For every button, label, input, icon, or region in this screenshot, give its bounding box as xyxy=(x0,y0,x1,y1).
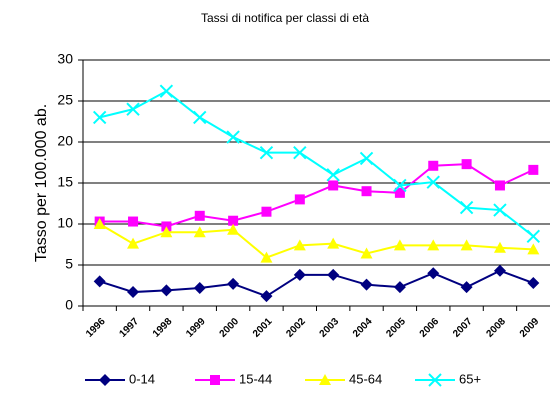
legend-label: 45-64 xyxy=(349,371,382,386)
y-tick-label: 25 xyxy=(57,92,73,108)
x-tick-label: 2008 xyxy=(484,316,508,340)
data-point xyxy=(193,281,206,294)
data-point xyxy=(227,223,240,235)
data-point xyxy=(327,268,340,281)
data-point xyxy=(261,206,272,217)
data-point xyxy=(427,239,440,251)
data-point xyxy=(127,286,140,299)
y-tick-label: 15 xyxy=(57,174,73,190)
data-point xyxy=(259,145,274,160)
data-point xyxy=(93,218,106,229)
y-tick-label: 20 xyxy=(57,133,73,149)
data-point xyxy=(493,203,507,217)
legend-label: 0-14 xyxy=(129,371,155,386)
data-point xyxy=(527,277,540,290)
data-point xyxy=(528,164,539,175)
data-point xyxy=(394,187,405,198)
data-point xyxy=(460,281,473,294)
data-point xyxy=(360,247,373,259)
data-point xyxy=(92,110,107,125)
x-tick-label: 1996 xyxy=(84,316,108,340)
data-point xyxy=(527,243,540,255)
chart-title: Tassi di notifica per classi di età xyxy=(201,11,369,25)
x-tick-label: 1997 xyxy=(118,316,142,340)
data-point xyxy=(461,159,472,170)
data-point xyxy=(159,84,174,98)
data-point xyxy=(459,200,474,215)
data-point xyxy=(160,284,173,297)
y-tick-label: 10 xyxy=(57,215,73,231)
data-point xyxy=(359,151,374,166)
data-point xyxy=(260,290,273,303)
data-point xyxy=(193,110,207,125)
x-tick-label: 1999 xyxy=(184,316,208,340)
data-point xyxy=(327,237,340,249)
x-tick-label: 2003 xyxy=(318,316,342,340)
x-tick-label: 2005 xyxy=(384,316,408,340)
data-point xyxy=(293,239,306,251)
data-point xyxy=(360,278,373,291)
data-point xyxy=(128,216,139,227)
legend-marker xyxy=(428,373,442,387)
data-point xyxy=(293,145,307,160)
x-tick-label: 2006 xyxy=(418,316,442,340)
x-tick-label: 2007 xyxy=(451,316,475,340)
legend-marker xyxy=(319,374,331,385)
data-point xyxy=(260,251,273,263)
series-line xyxy=(99,163,534,228)
data-point xyxy=(427,267,440,280)
data-point xyxy=(493,264,506,277)
data-point xyxy=(494,180,505,191)
data-point xyxy=(228,215,239,226)
x-tick-label: 2002 xyxy=(284,316,308,340)
y-tick-label: 5 xyxy=(65,256,73,272)
data-point xyxy=(328,180,339,191)
data-point xyxy=(294,194,305,205)
y-tick-label: 0 xyxy=(65,297,73,313)
data-point xyxy=(127,237,140,249)
data-point xyxy=(160,226,173,238)
series-line xyxy=(99,223,534,259)
data-point xyxy=(194,210,205,221)
data-point xyxy=(293,268,306,281)
data-point xyxy=(226,130,240,144)
data-point xyxy=(393,239,406,251)
data-point xyxy=(460,239,473,251)
data-point xyxy=(361,186,372,197)
data-point xyxy=(493,241,506,253)
x-tick-label: 1998 xyxy=(151,316,175,340)
legend-label: 65+ xyxy=(459,371,481,386)
data-point xyxy=(428,160,439,171)
data-point xyxy=(126,102,140,116)
y-axis-label: Tasso per 100.000 ab. xyxy=(33,104,50,262)
data-point xyxy=(526,229,541,244)
data-point xyxy=(393,281,406,294)
legend-marker xyxy=(99,374,111,386)
data-point xyxy=(426,175,440,189)
data-point xyxy=(393,178,407,193)
x-tick-label: 2004 xyxy=(351,316,375,340)
legend-marker xyxy=(210,375,220,385)
x-tick-label: 2000 xyxy=(218,316,242,340)
data-point xyxy=(326,168,340,182)
x-tick-label: 2001 xyxy=(251,316,275,340)
y-tick-label: 30 xyxy=(57,51,73,67)
data-point xyxy=(193,226,206,238)
data-point xyxy=(93,275,106,288)
legend-label: 15-44 xyxy=(239,371,272,386)
data-point xyxy=(227,277,240,290)
x-tick-label: 2009 xyxy=(518,316,542,340)
